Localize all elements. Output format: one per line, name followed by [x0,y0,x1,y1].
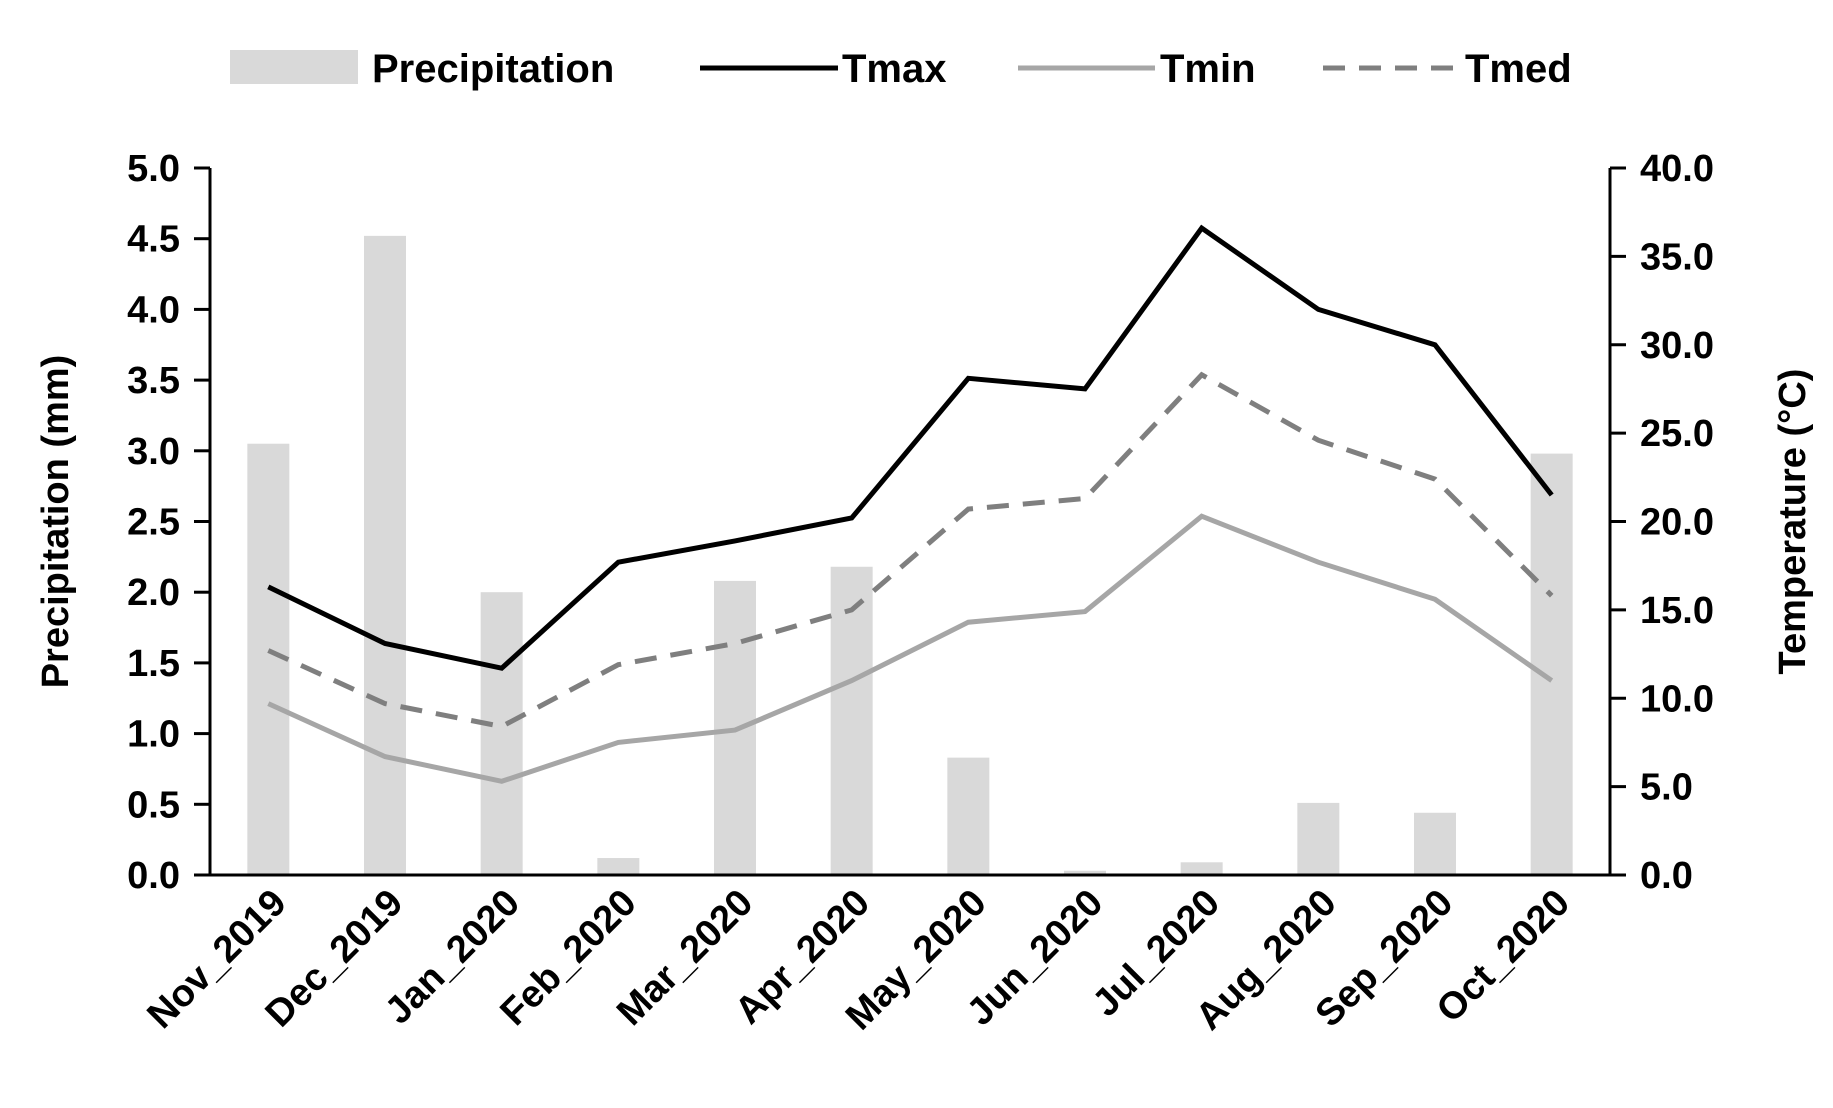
left-axis-tick-label: 3.0 [127,431,180,473]
legend-swatch-precipitation [230,50,358,84]
right-axis-tick-label: 40.0 [1640,148,1714,190]
left-axis-tick-label: 4.5 [127,219,180,261]
series-line-tmin [267,513,1554,784]
right-axis-tick-label: 0.0 [1640,855,1693,897]
left-axis-tick-label: 2.5 [127,502,180,544]
precipitation-bar [1414,812,1456,875]
right-axis-tick-label: 10.0 [1640,678,1714,720]
left-axis-tick-label: 1.0 [127,714,180,756]
left-axis-tick-label: 1.5 [127,643,180,685]
precipitation-bar [947,757,990,875]
precipitation-bar [364,235,406,875]
precipitation-bar [480,592,523,875]
precipitation-bars [247,235,1573,875]
legend-label-tmin: Tmin [1160,47,1256,91]
legend-label-tmed: Tmed [1465,47,1572,91]
precipitation-bar [1180,862,1223,875]
series-line-tmed [267,371,1554,730]
left-axis-tick-label: 4.0 [127,289,180,331]
right-axis-title: Temperature (°C) [1772,369,1814,675]
left-axis-title: Precipitation (mm) [35,355,77,689]
precipitation-bar [1297,802,1340,875]
left-axis-tick-label: 5.0 [127,148,180,190]
left-axis-tick-label: 3.5 [127,360,180,402]
series-line-tmax [267,224,1554,671]
left-axis-tick-label: 0.0 [127,855,180,897]
precipitation-bar [1064,870,1106,875]
left-axis-tick-label: 0.5 [127,784,180,826]
left-axis-tick-label: 2.0 [127,572,180,614]
chart-legend: Precipitation Tmax Tmin Tmed [230,47,1572,91]
legend-label-precipitation: Precipitation [372,47,614,91]
temperature-lines [267,224,1554,784]
legend-label-tmax: Tmax [842,47,947,91]
right-axis-tick-label: 20.0 [1640,502,1714,544]
right-axis-tick-label: 30.0 [1640,325,1714,367]
precipitation-bar [597,858,640,875]
precipitation-bar [1530,453,1573,875]
right-axis-tick-label: 5.0 [1640,767,1693,809]
right-axis-tick-label: 25.0 [1640,413,1714,455]
right-axis-tick-label: 35.0 [1640,236,1714,278]
chart-axes [194,166,1626,877]
precipitation-bar [830,566,873,875]
right-axis-tick-label: 15.0 [1640,590,1714,632]
